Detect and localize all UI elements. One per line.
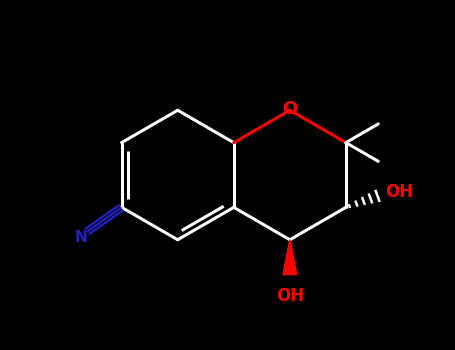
Text: OH: OH [385, 183, 413, 201]
Text: N: N [75, 230, 87, 245]
Text: OH: OH [276, 287, 304, 305]
Text: O: O [282, 100, 298, 118]
Polygon shape [283, 240, 297, 275]
